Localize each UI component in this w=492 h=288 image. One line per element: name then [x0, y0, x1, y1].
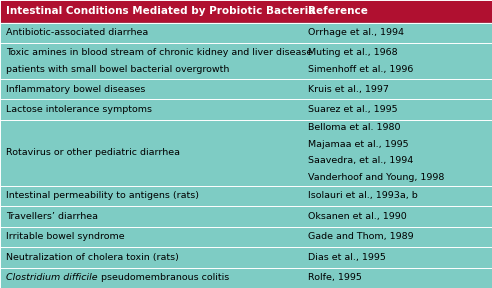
Text: Irritable bowel syndrome: Irritable bowel syndrome [6, 232, 124, 241]
Text: patients with small bowel bacterial overgrowth: patients with small bowel bacterial over… [6, 65, 229, 74]
Text: Toxic amines in blood stream of chronic kidney and liver disease: Toxic amines in blood stream of chronic … [6, 48, 312, 57]
Text: Rolfe, 1995: Rolfe, 1995 [308, 273, 363, 282]
Text: Kruis et al., 1997: Kruis et al., 1997 [308, 85, 389, 94]
Text: Dias et al., 1995: Dias et al., 1995 [308, 253, 386, 262]
Bar [0, 247, 492, 268]
Bar [0, 120, 492, 186]
Text: Travellers’ diarrhea: Travellers’ diarrhea [6, 212, 98, 221]
Text: Rotavirus or other pediatric diarrhea: Rotavirus or other pediatric diarrhea [6, 148, 180, 157]
Text: pseudomembranous colitis: pseudomembranous colitis [97, 273, 229, 282]
Bar [0, 23, 492, 43]
Text: Inflammatory bowel diseases: Inflammatory bowel diseases [6, 85, 145, 94]
Text: Saavedra, et al., 1994: Saavedra, et al., 1994 [308, 156, 414, 166]
Text: Intestinal Conditions Mediated by Probiotic Bacteria: Intestinal Conditions Mediated by Probio… [6, 6, 315, 16]
Text: Antibiotic-associated diarrhea: Antibiotic-associated diarrhea [6, 29, 148, 37]
Text: Intestinal permeability to antigens (rats): Intestinal permeability to antigens (rat… [6, 192, 199, 200]
Text: Suarez et al., 1995: Suarez et al., 1995 [308, 105, 398, 114]
Text: Lactose intolerance symptoms: Lactose intolerance symptoms [6, 105, 152, 114]
Text: Reference: Reference [308, 6, 369, 16]
Bar [0, 186, 492, 206]
Text: Vanderhoof and Young, 1998: Vanderhoof and Young, 1998 [308, 173, 445, 182]
Bar [0, 206, 492, 227]
Text: Orrhage et al., 1994: Orrhage et al., 1994 [308, 29, 404, 37]
Text: Belloma et al. 1980: Belloma et al. 1980 [308, 124, 401, 132]
Bar [0, 268, 492, 288]
Text: Oksanen et al., 1990: Oksanen et al., 1990 [308, 212, 407, 221]
Bar [0, 227, 492, 247]
Text: Majamaa et al., 1995: Majamaa et al., 1995 [308, 140, 409, 149]
Bar [0, 43, 492, 79]
Text: Neutralization of cholera toxin (rats): Neutralization of cholera toxin (rats) [6, 253, 179, 262]
Text: Clostridium difficile: Clostridium difficile [6, 273, 97, 282]
Text: Muting et al., 1968: Muting et al., 1968 [308, 48, 398, 57]
Bar [0, 79, 492, 99]
Text: Gade and Thom, 1989: Gade and Thom, 1989 [308, 232, 414, 241]
Bar [0, 0, 492, 23]
Bar [0, 99, 492, 120]
Text: Simenhoff et al., 1996: Simenhoff et al., 1996 [308, 65, 414, 74]
Text: Isolauri et al., 1993a, b: Isolauri et al., 1993a, b [308, 192, 418, 200]
